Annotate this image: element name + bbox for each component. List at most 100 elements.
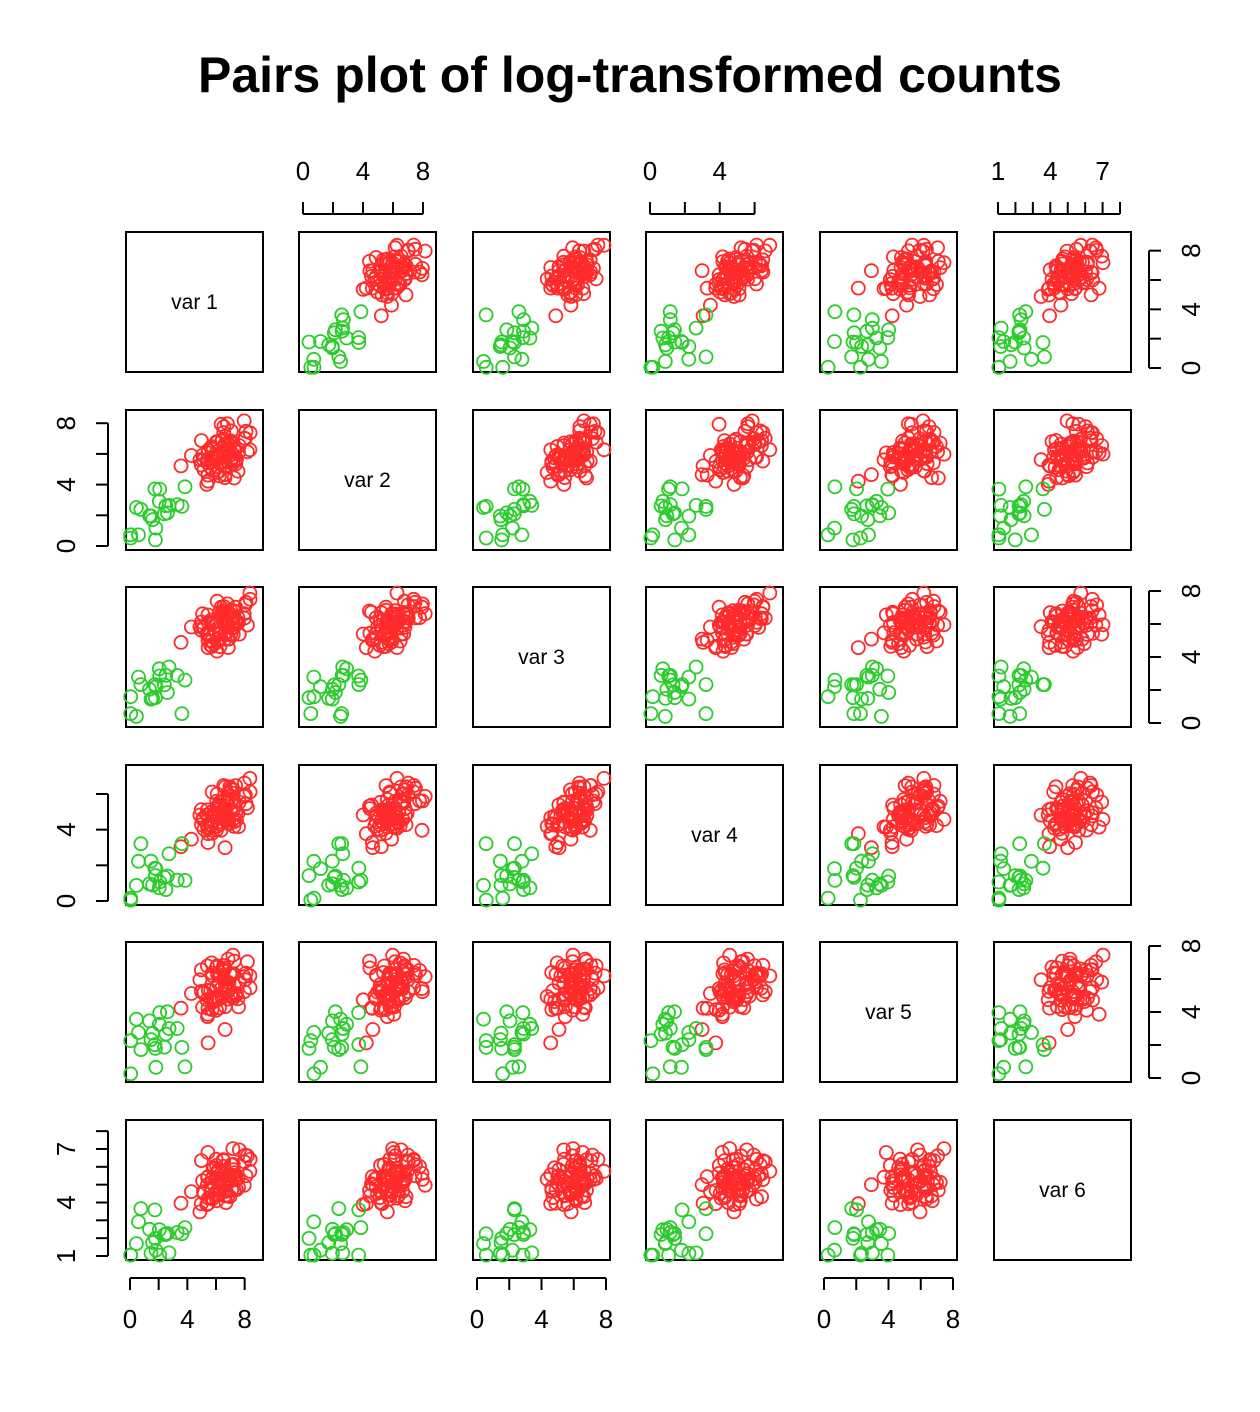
tick-label: 4 [1176,650,1206,664]
red-point [886,625,902,640]
tick-label: 0 [51,539,81,553]
red-point [917,463,932,479]
green-point [993,659,1009,675]
green-point [303,892,319,908]
green-point [880,330,896,346]
red-point [739,459,754,475]
red-point [414,1172,430,1187]
red-point [231,444,246,460]
green-point [688,1021,704,1036]
green-point [827,672,843,688]
panel-5-3 [472,941,612,1083]
red-point [200,1145,216,1160]
green-point [1037,836,1052,852]
green-point [846,1226,862,1242]
green-point [1003,691,1019,706]
green-point [658,691,673,706]
red-point [220,786,236,802]
green-point [142,681,157,697]
green-point [865,659,880,675]
panel-1-2 [298,231,437,375]
green-point [325,876,340,892]
green-point [849,481,864,497]
red-point [885,268,900,284]
green-point [845,868,861,883]
green-point [128,709,144,724]
panel-6-6: var 6 [993,1119,1132,1261]
red-point [231,626,247,642]
green-point [476,878,491,893]
green-point [499,1004,515,1020]
green-point [854,508,869,524]
red-point [406,958,422,973]
red-point [218,613,234,629]
red-point [568,434,584,449]
red-point [694,263,710,279]
red-point [711,981,727,997]
green-point [313,679,328,695]
green-point [351,330,367,346]
green-point [881,685,897,700]
red-point [569,1184,584,1199]
variable-label: var 3 [518,646,565,669]
red-point [917,785,933,801]
red-point [209,822,224,838]
green-point [827,334,842,349]
red-point [199,958,215,974]
red-point [695,1000,711,1016]
panel-2-5 [819,409,958,551]
green-point [869,880,884,896]
green-point [169,1225,185,1240]
red-point [1044,271,1060,287]
green-point [681,691,697,707]
green-point [698,677,714,692]
panel-5-5: var 5 [819,941,958,1083]
green-point [854,1245,869,1261]
red-point [694,1177,710,1193]
green-point [306,669,322,685]
red-point [218,1195,234,1210]
panel-1-4 [643,231,784,375]
red-point [372,613,388,629]
red-point [907,794,923,810]
panel-6-1 [123,1119,264,1263]
red-point [1095,617,1111,633]
variable-label: var 5 [865,1001,912,1024]
red-point [924,801,940,816]
red-point [719,967,735,983]
red-point [708,280,724,296]
green-point [667,532,683,548]
red-point [373,839,389,855]
green-point [681,508,697,524]
green-point [495,527,511,543]
green-point [505,520,520,536]
red-point [732,434,748,449]
green-point [688,497,704,513]
green-point [846,706,862,722]
red-point [373,1158,388,1173]
panel-frame [645,409,784,551]
red-point [195,810,211,826]
red-point [216,778,232,793]
red-point [907,262,923,278]
tick-label: 8 [416,156,430,186]
green-point [849,1202,864,1218]
green-point [1018,479,1034,495]
green-point [860,1235,876,1251]
green-point [657,709,673,724]
red-point [358,1035,374,1051]
red-point [1079,1002,1094,1018]
red-point [568,1193,584,1209]
red-point [1057,816,1072,832]
red-point [406,599,422,614]
green-point [169,1021,185,1036]
red-point [572,423,588,439]
red-point [213,416,229,432]
red-point [564,436,580,452]
green-point [662,668,678,683]
panel-frame [472,764,611,906]
red-point [695,458,711,474]
green-point [516,882,531,897]
tick-label: 4 [180,1304,194,1334]
green-point [159,868,175,884]
